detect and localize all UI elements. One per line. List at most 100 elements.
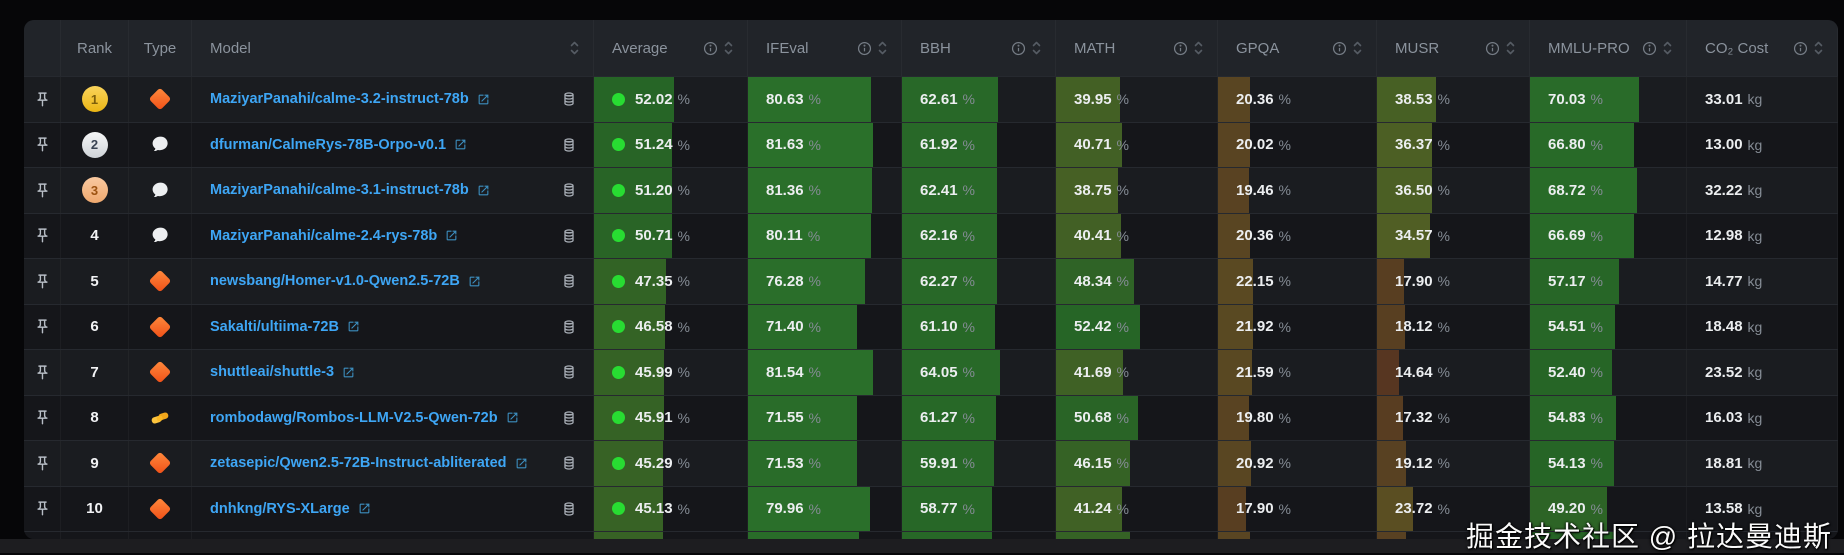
- cell-pin: [24, 441, 61, 486]
- score-text: 66.80%: [1548, 136, 1603, 153]
- dataset-icon[interactable]: [561, 182, 577, 198]
- co2-text: 13.58 kg: [1705, 500, 1762, 517]
- column-header-model[interactable]: Model: [192, 20, 594, 76]
- dataset-icon[interactable]: [561, 273, 577, 289]
- sort-icon[interactable]: [570, 40, 579, 56]
- dataset-icon[interactable]: [561, 137, 577, 153]
- score-bar: [1377, 122, 1433, 167]
- model-link[interactable]: dnhkng/RYS-XLarge: [210, 500, 350, 517]
- column-header-gpqa[interactable]: GPQA: [1218, 20, 1377, 76]
- model-link[interactable]: dfurman/CalmeRys-78B-Orpo-v0.1: [210, 136, 447, 153]
- info-icon[interactable]: [1642, 41, 1657, 56]
- cell-mmlu_pro: 57.17%: [1530, 259, 1687, 304]
- score-value: 51.24: [635, 136, 673, 154]
- score-bar: [1056, 122, 1122, 167]
- sort-icon[interactable]: [1032, 40, 1041, 56]
- column-header-average[interactable]: Average: [594, 20, 748, 76]
- external-link-icon[interactable]: [347, 320, 360, 333]
- score-bar: [748, 395, 858, 440]
- column-header-label: IFEval: [766, 39, 809, 57]
- info-icon[interactable]: [1173, 41, 1188, 56]
- model-link[interactable]: MaziyarPanahi/calme-3.1-instruct-78b: [210, 182, 469, 199]
- info-icon[interactable]: [857, 41, 872, 56]
- external-link-icon[interactable]: [445, 229, 458, 242]
- external-link-icon[interactable]: [454, 138, 467, 151]
- pin-icon[interactable]: [34, 500, 51, 517]
- model-link[interactable]: zetasepic/Qwen2.5-72B-Instruct-abliterat…: [210, 455, 507, 472]
- column-header-bbh[interactable]: BBH: [902, 20, 1056, 76]
- external-link-icon[interactable]: [506, 411, 519, 424]
- dataset-icon[interactable]: [561, 501, 577, 517]
- pin-icon[interactable]: [34, 364, 51, 381]
- sort-icon[interactable]: [1194, 40, 1203, 56]
- external-link-icon[interactable]: [468, 275, 481, 288]
- score-bar: [902, 350, 1000, 395]
- score-bar: [1377, 486, 1414, 531]
- info-icon[interactable]: [1485, 41, 1500, 56]
- sort-icon[interactable]: [878, 40, 887, 56]
- column-header-mmlu_pro[interactable]: MMLU-PRO: [1530, 20, 1687, 76]
- cell-type: [129, 77, 192, 122]
- score-text: 18.12%: [1395, 318, 1450, 335]
- score-unit: %: [1437, 500, 1450, 517]
- pin-icon[interactable]: [34, 318, 51, 335]
- score-bar: [1377, 77, 1436, 122]
- pin-icon[interactable]: [34, 455, 51, 472]
- pin-icon[interactable]: [34, 91, 51, 108]
- pin-icon[interactable]: [34, 409, 51, 426]
- column-header-math[interactable]: MATH: [1056, 20, 1218, 76]
- score-value: 18.12: [1395, 318, 1433, 336]
- dataset-icon[interactable]: [561, 91, 577, 107]
- sort-icon[interactable]: [1506, 40, 1515, 56]
- external-link-icon[interactable]: [358, 502, 371, 515]
- model-link[interactable]: Sakalti/ultiima-72B: [210, 318, 339, 335]
- info-icon[interactable]: [1011, 41, 1026, 56]
- pin-icon[interactable]: [34, 136, 51, 153]
- dataset-icon[interactable]: [561, 455, 577, 471]
- score-text: 71.40%: [766, 318, 821, 335]
- score-value: 21.59: [1236, 363, 1274, 381]
- cell-math: 41.69%: [1056, 350, 1218, 395]
- model-link[interactable]: shuttleai/shuttle-3: [210, 364, 335, 381]
- external-link-icon[interactable]: [477, 184, 490, 197]
- pin-icon[interactable]: [34, 182, 51, 199]
- model-link[interactable]: MaziyarPanahi/calme-2.4-rys-78b: [210, 227, 438, 244]
- sort-icon[interactable]: [1353, 40, 1362, 56]
- cell-average: 45.13%: [594, 486, 748, 531]
- score-unit: %: [1590, 136, 1603, 153]
- sort-icon[interactable]: [1663, 40, 1672, 56]
- score-bar: [594, 304, 666, 349]
- dataset-icon[interactable]: [561, 228, 577, 244]
- info-icon[interactable]: [1332, 41, 1347, 56]
- info-icon[interactable]: [1793, 41, 1808, 56]
- column-header-ifeval[interactable]: IFEval: [748, 20, 902, 76]
- score-unit: %: [677, 500, 690, 517]
- dataset-icon[interactable]: [561, 410, 577, 426]
- sort-icon[interactable]: [724, 40, 733, 56]
- score-text: 80.11%: [766, 227, 820, 244]
- model-link[interactable]: newsbang/Homer-v1.0-Qwen2.5-72B: [210, 273, 460, 290]
- pin-icon[interactable]: [34, 227, 51, 244]
- column-header-co2[interactable]: CO₂ Cost: [1687, 20, 1838, 76]
- column-header-musr[interactable]: MUSR: [1377, 20, 1530, 76]
- sort-icon[interactable]: [1814, 40, 1823, 56]
- model-link[interactable]: MaziyarPanahi/calme-3.2-instruct-78b: [210, 91, 469, 108]
- cell-rank: [61, 532, 129, 539]
- score-text: 23.72%: [1395, 500, 1450, 517]
- average-dot-icon: [612, 456, 625, 470]
- score-value: 54.83: [1548, 409, 1586, 427]
- external-link-icon[interactable]: [477, 93, 490, 106]
- score-text: 45.13%: [612, 500, 690, 517]
- rank-number: 9: [90, 454, 99, 472]
- pin-icon[interactable]: [34, 273, 51, 290]
- external-link-icon[interactable]: [515, 457, 528, 470]
- dataset-icon[interactable]: [561, 319, 577, 335]
- model-link[interactable]: rombodawg/Rombos-LLM-V2.5-Qwen-72b: [210, 409, 498, 426]
- co2-value: 13.00: [1705, 136, 1743, 154]
- cell-math: 52.42%: [1056, 304, 1218, 349]
- dataset-icon[interactable]: [561, 364, 577, 380]
- average-dot-icon: [612, 229, 625, 243]
- info-icon[interactable]: [703, 41, 718, 56]
- score-unit: %: [1278, 318, 1291, 335]
- external-link-icon[interactable]: [342, 366, 355, 379]
